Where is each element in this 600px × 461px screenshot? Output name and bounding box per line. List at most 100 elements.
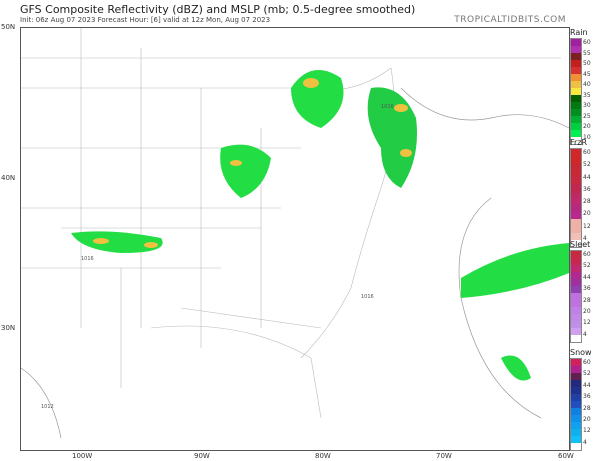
legend-label: 60 bbox=[583, 39, 591, 46]
legend-swatch bbox=[571, 265, 581, 272]
legend-title: FrzR bbox=[570, 138, 588, 147]
legend-label: 4 bbox=[583, 330, 587, 338]
legend-swatch bbox=[571, 130, 581, 137]
legend-label: 60 bbox=[583, 359, 591, 366]
isobar-label: 1016 bbox=[81, 256, 94, 262]
legend-swatch bbox=[571, 335, 581, 342]
legend-swatch bbox=[571, 394, 581, 401]
legend-label: 52 bbox=[583, 262, 591, 270]
lon-label: 90W bbox=[194, 452, 210, 460]
legend-label: 44 bbox=[583, 381, 591, 389]
legend-swatch bbox=[571, 373, 581, 380]
legend-swatch bbox=[571, 226, 581, 233]
legend-swatch bbox=[571, 123, 581, 130]
legend-swatch bbox=[571, 401, 581, 408]
legend-swatch bbox=[571, 198, 581, 205]
legend-swatch bbox=[571, 191, 581, 198]
legend-swatch bbox=[571, 380, 581, 387]
legend-swatch bbox=[571, 116, 581, 123]
legend-swatch bbox=[571, 328, 581, 335]
legend-colorbar bbox=[570, 358, 582, 451]
legend-swatch bbox=[571, 272, 581, 279]
map-subtitle: Init: 06z Aug 07 2023 Forecast Hour: [6]… bbox=[20, 16, 271, 24]
legend-label: 4 bbox=[583, 234, 587, 242]
lon-label: 80W bbox=[315, 452, 331, 460]
lon-label: 60W bbox=[558, 452, 574, 460]
legend-swatch bbox=[571, 436, 581, 443]
isobars bbox=[20, 87, 570, 439]
legend-label: 25 bbox=[583, 112, 591, 120]
legend-swatch bbox=[571, 53, 581, 60]
isobar-labels: 1016 1016 1016 1012 bbox=[41, 104, 394, 410]
legend-label: 20 bbox=[583, 307, 591, 315]
legend-label: 30 bbox=[583, 102, 591, 109]
legend-label: 12 bbox=[583, 222, 591, 230]
legend-label: 20 bbox=[583, 210, 591, 218]
legend-swatch bbox=[571, 46, 581, 53]
legend-swatch bbox=[571, 109, 581, 116]
legend-swatch bbox=[571, 415, 581, 422]
legend-label: 36 bbox=[583, 185, 591, 193]
legend-swatch bbox=[571, 293, 581, 300]
legend-swatch bbox=[571, 366, 581, 373]
legend-label: 50 bbox=[583, 60, 591, 67]
legend-swatch bbox=[571, 184, 581, 191]
map-canvas: 1016 1016 1016 1012 bbox=[20, 28, 570, 439]
legend-frzr: FrzR 60 52 44 36 28 20 12 4 bbox=[570, 138, 600, 248]
legend-swatch bbox=[571, 39, 581, 46]
lat-label: 50N bbox=[1, 23, 16, 31]
legend-swatch bbox=[571, 88, 581, 95]
legend-swatch bbox=[571, 307, 581, 314]
legend-label: 35 bbox=[583, 91, 591, 99]
isobar-label: 1016 bbox=[361, 294, 374, 300]
legend-label: 20 bbox=[583, 415, 591, 423]
lon-label: 70W bbox=[436, 452, 452, 460]
legend-label: 20 bbox=[583, 123, 591, 130]
legend-colorbar bbox=[570, 148, 582, 248]
reflectivity-map: 1016 1016 1016 1012 bbox=[20, 27, 570, 451]
legend-label: 60 bbox=[583, 149, 591, 156]
legend-label: 12 bbox=[583, 319, 591, 327]
legend-title: Sleet bbox=[570, 240, 591, 249]
legend-swatch bbox=[571, 429, 581, 436]
legend-swatch bbox=[571, 314, 581, 321]
legend-label: 36 bbox=[583, 393, 591, 401]
legend-swatch bbox=[571, 102, 581, 109]
legend-label: 10 bbox=[583, 133, 591, 141]
legend-label: 52 bbox=[583, 161, 591, 169]
legend-swatch bbox=[571, 258, 581, 265]
legend-swatch bbox=[571, 422, 581, 429]
legend-swatch bbox=[571, 408, 581, 415]
legend-colorbar bbox=[570, 38, 582, 145]
lon-label: 100W bbox=[72, 452, 93, 460]
legend-label: 12 bbox=[583, 427, 591, 435]
legend-rain: Rain 60 55 50 45 40 35 30 25 20 10 bbox=[570, 28, 600, 145]
legend-label: 60 bbox=[583, 251, 591, 258]
legend-swatch bbox=[571, 251, 581, 258]
lat-label: 40N bbox=[1, 174, 16, 182]
legend-colorbar bbox=[570, 250, 582, 343]
isobar-label: 1012 bbox=[41, 404, 54, 410]
legend-title: Rain bbox=[570, 28, 588, 37]
map-title: GFS Composite Reflectivity (dBZ) and MSL… bbox=[20, 3, 416, 16]
legend-sleet: Sleet 60 52 44 36 28 20 12 4 bbox=[570, 240, 600, 343]
legend-swatch bbox=[571, 359, 581, 366]
brand-watermark: TROPICALTIDBITS.COM bbox=[454, 15, 566, 25]
legend-swatch bbox=[571, 205, 581, 212]
legend-swatch bbox=[571, 60, 581, 67]
legend-label: 28 bbox=[583, 296, 591, 304]
legend-label: 28 bbox=[583, 404, 591, 412]
legend-label: 44 bbox=[583, 273, 591, 281]
isobar-label: 1016 bbox=[381, 104, 394, 110]
legend-label: 40 bbox=[583, 81, 591, 88]
legend-swatch bbox=[571, 170, 581, 177]
legend-swatch bbox=[571, 212, 581, 219]
legend-swatch bbox=[571, 67, 581, 74]
legend-label: 44 bbox=[583, 173, 591, 181]
legend-swatch bbox=[571, 156, 581, 163]
legend-label: 55 bbox=[583, 49, 591, 57]
legend-swatch bbox=[571, 95, 581, 102]
precip-areas bbox=[71, 70, 569, 381]
legend-label: 36 bbox=[583, 285, 591, 293]
legend-swatch bbox=[571, 443, 581, 450]
